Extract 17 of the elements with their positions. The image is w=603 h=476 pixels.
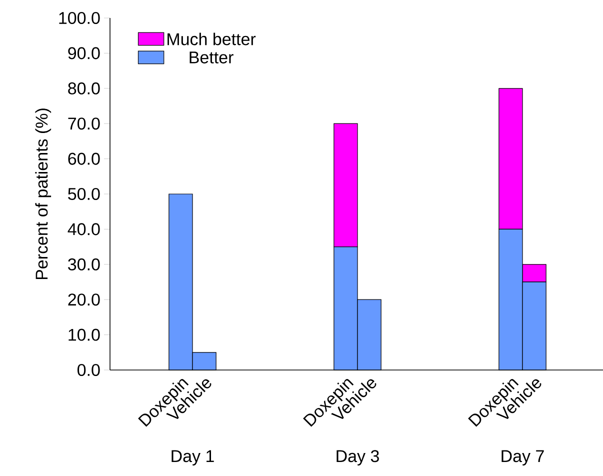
y-tick-label: 0.0 — [78, 364, 100, 376]
y-tick-label: 100.0 — [59, 12, 100, 24]
y-axis-title: Percent of patients (%) — [35, 108, 52, 280]
y-tick-label: 60.0 — [68, 152, 100, 165]
y-tick-label: 40.0 — [68, 223, 100, 236]
y-tick-label: 50.0 — [68, 188, 100, 200]
y-tick-label: 30.0 — [68, 258, 100, 270]
y-tick-label: 80.0 — [68, 82, 100, 94]
y-tick-label: 20.0 — [68, 294, 100, 306]
y-tick-label: 10.0 — [68, 328, 100, 341]
text: Day 3 — [336, 450, 379, 466]
legend-label: Much better — [168, 32, 256, 46]
y-tick-label: 70.0 — [68, 118, 100, 130]
legend-label: Better — [190, 52, 234, 64]
text: Day 1 — [172, 450, 214, 466]
text: Day 7 — [502, 450, 544, 466]
y-tick-label: 90.0 — [68, 47, 100, 60]
